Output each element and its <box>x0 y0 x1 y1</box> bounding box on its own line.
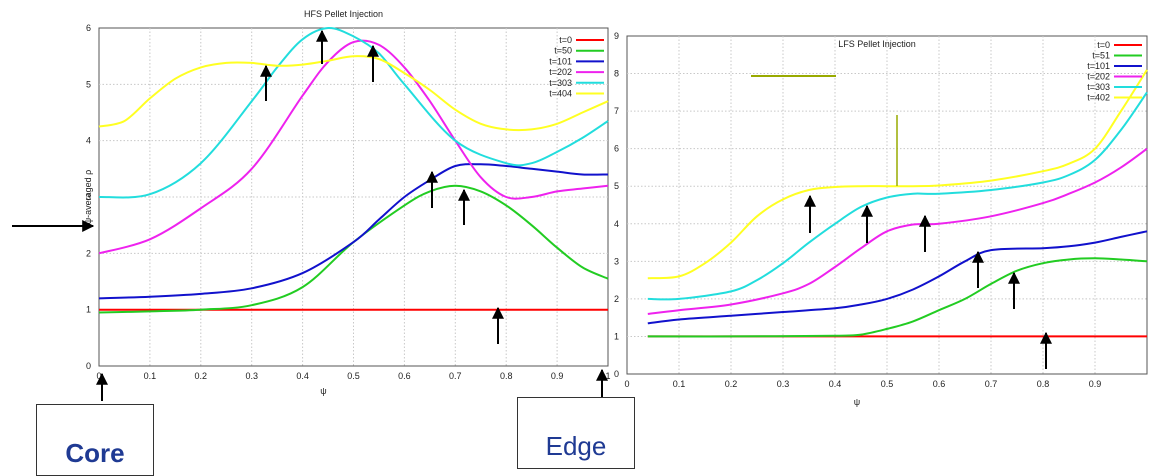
lfs-xlabel: ψ <box>854 397 860 407</box>
lfs-series-t202-line <box>647 147 1148 315</box>
hfs-xtick-label: 0.4 <box>296 371 309 381</box>
lfs-ytick-label: 4 <box>614 219 619 229</box>
hfs-xtick-label: 0.6 <box>398 371 411 381</box>
lfs-legend-label: t=303 <box>1087 82 1110 92</box>
hfs-legend-label: t=303 <box>549 78 572 88</box>
hfs-series-t50-line <box>98 184 609 314</box>
edge-label: Edge <box>545 431 607 461</box>
lfs-ytick-label: 1 <box>614 331 619 341</box>
hfs-ylabel: ψ-averaged ρ <box>83 170 93 225</box>
lfs-title: LFS Pellet Injection <box>838 39 916 49</box>
hfs-series-t303-line <box>98 26 609 199</box>
lfs-xtick-label: 0.3 <box>777 379 790 389</box>
lfs-ytick-label: 0 <box>614 369 619 379</box>
lfs-xtick-label: 0.2 <box>725 379 738 389</box>
hfs-ytick-label: 4 <box>86 136 91 146</box>
hfs-legend-label: t=0 <box>559 35 572 45</box>
hfs-ytick-label: 6 <box>86 23 91 33</box>
lfs-chart: 0 0.1 0.2 0.3 0.4 0.5 0.6 0.7 0.8 0.9 0 1 2 3 4 5 6 7 8 9 LF… <box>614 31 1148 407</box>
hfs-series-t101-line <box>98 163 609 300</box>
lfs-series-t101-line <box>647 230 1148 325</box>
lfs-ytick-label: 9 <box>614 31 619 41</box>
lfs-xtick-label: 0.1 <box>673 379 686 389</box>
hfs-xtick-label: 0.9 <box>551 371 564 381</box>
lfs-series-t303-line <box>647 91 1148 301</box>
hfs-series-t404-line <box>98 55 609 132</box>
lfs-xtick-label: 0 <box>624 379 629 389</box>
edge-label-box: Edge <box>517 397 635 469</box>
hfs-xtick-label: 0.5 <box>347 371 360 381</box>
hfs-ytick-label: 0 <box>86 361 91 371</box>
lfs-xtick-label: 0.8 <box>1037 379 1050 389</box>
hfs-series-t202-line <box>98 39 609 255</box>
hfs-ytick-label: 5 <box>86 79 91 89</box>
lfs-series-t402-line <box>647 69 1148 280</box>
hfs-xtick-label: 0.1 <box>144 371 157 381</box>
lfs-ytick-label: 7 <box>614 106 619 116</box>
lfs-legend-label: t=0 <box>1097 40 1110 50</box>
hfs-legend-label: t=50 <box>554 46 572 56</box>
lfs-xtick-label: 0.5 <box>881 379 894 389</box>
lfs-series-t51-line <box>647 257 1148 338</box>
hfs-xtick-label: 0 <box>96 371 101 381</box>
hfs-ytick-label: 2 <box>86 248 91 258</box>
hfs-title: HFS Pellet Injection <box>304 9 383 19</box>
hfs-ytick-label: 3 <box>86 192 91 202</box>
hfs-chart: 0 0.1 0.2 0.3 0.4 0.5 0.6 0.7 0.8 0.9 1 0 1 2 3 4 5 6 HFS … <box>83 9 611 396</box>
lfs-xtick-label: 0.7 <box>985 379 998 389</box>
lfs-legend-label: t=51 <box>1092 51 1110 61</box>
lfs-legend-label: t=202 <box>1087 72 1110 82</box>
hfs-xtick-label: 0.2 <box>195 371 208 381</box>
lfs-ytick-label: 2 <box>614 294 619 304</box>
lfs-xtick-label: 0.9 <box>1089 379 1102 389</box>
core-label-box: Core <box>36 404 154 476</box>
hfs-xtick-label: 0.8 <box>500 371 513 381</box>
lfs-xtick-label: 0.6 <box>933 379 946 389</box>
hfs-legend-label: t=202 <box>549 67 572 77</box>
hfs-xtick-label: 1 <box>605 371 610 381</box>
hfs-xtick-label: 0.3 <box>245 371 258 381</box>
lfs-ytick-label: 5 <box>614 181 619 191</box>
lfs-ytick-label: 8 <box>614 69 619 79</box>
hfs-ytick-label: 1 <box>86 305 91 315</box>
hfs-legend-label: t=101 <box>549 56 572 66</box>
lfs-xtick-label: 0.4 <box>829 379 842 389</box>
lfs-ytick-label: 6 <box>614 144 619 154</box>
lfs-legend-label: t=402 <box>1087 93 1110 103</box>
lfs-legend-label: t=101 <box>1087 61 1110 71</box>
lfs-ytick-label: 3 <box>614 256 619 266</box>
annotation-layer <box>12 29 1052 401</box>
hfs-xtick-label: 0.7 <box>449 371 462 381</box>
hfs-legend-label: t=404 <box>549 89 572 99</box>
hfs-xlabel: ψ <box>320 386 326 396</box>
core-label: Core <box>65 438 125 468</box>
